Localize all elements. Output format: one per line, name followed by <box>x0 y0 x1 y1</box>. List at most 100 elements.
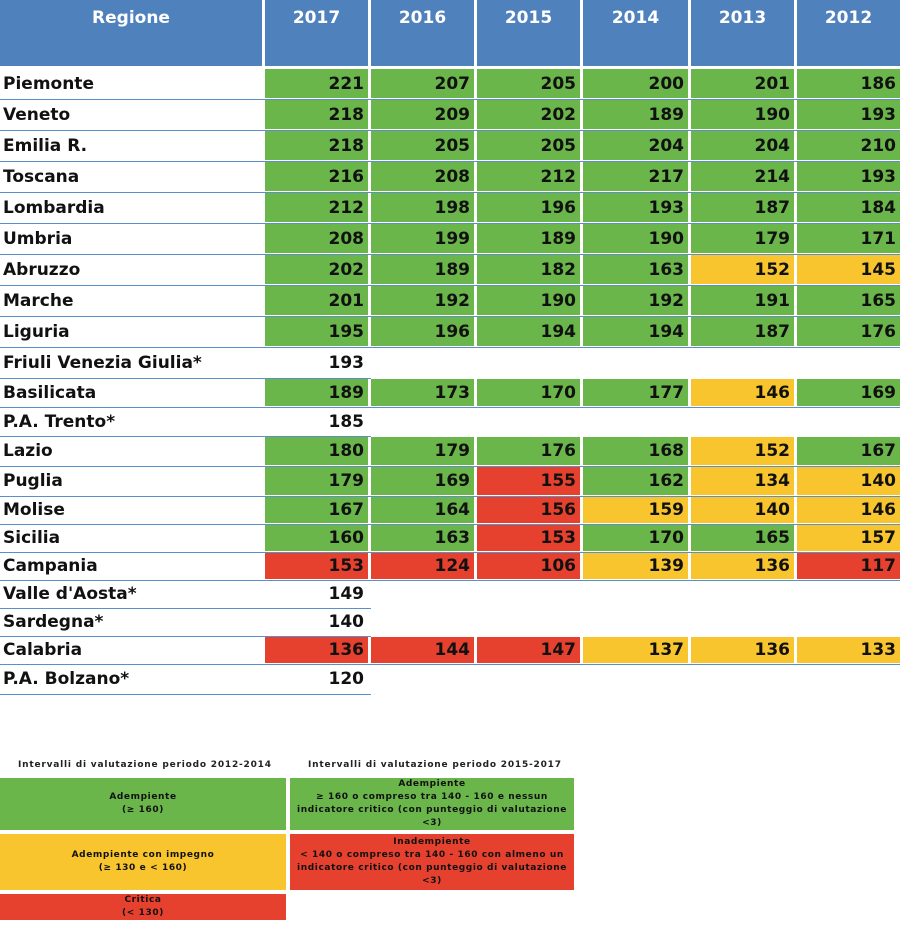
value-cell-2017: 212 <box>265 193 368 222</box>
region-name: P.A. Trento* <box>3 411 116 432</box>
row-divider <box>0 347 900 348</box>
value-cell-2017: 201 <box>265 286 368 315</box>
value-cell-2016: 189 <box>371 255 474 284</box>
value-cell-2015: 194 <box>477 317 580 346</box>
value-cell-2013: 214 <box>691 162 794 191</box>
value-cell-2015: 189 <box>477 224 580 253</box>
value-cell-2017: 160 <box>265 525 368 551</box>
region-name: Sicilia <box>3 528 61 548</box>
table-row: Sardegna* 140 <box>0 609 900 637</box>
row-divider <box>0 316 900 317</box>
table-row: Abruzzo 202 189 182 163 152 145 <box>0 255 900 286</box>
value-cell-2012: 145 <box>797 255 900 284</box>
value-cell-2012: 169 <box>797 379 900 406</box>
value-cell-2014: 139 <box>583 553 688 579</box>
value-cell-2017: 180 <box>265 437 368 465</box>
row-divider <box>0 636 371 637</box>
value-cell-2017: 189 <box>265 379 368 406</box>
table-row: Friuli Venezia Giulia* 193 <box>0 348 900 379</box>
value-cell-2017: 120 <box>328 669 365 689</box>
row-divider <box>0 378 371 379</box>
value-cell-2013: 146 <box>691 379 794 406</box>
legend-range: (< 130) <box>122 908 164 918</box>
value-cell-2016: 192 <box>371 286 474 315</box>
row-divider <box>0 496 900 497</box>
region-name: Lazio <box>3 441 53 461</box>
legend-label: Inadempiente <box>393 837 471 847</box>
value-cell-2012: 186 <box>797 69 900 98</box>
value-cell-2014: 190 <box>583 224 688 253</box>
value-cell-2016: 205 <box>371 131 474 160</box>
value-cell-2017: 179 <box>265 467 368 495</box>
row-divider <box>0 192 900 193</box>
header-row: Regione 2017 2016 2015 2014 2013 2012 <box>0 0 900 66</box>
region-name: Calabria <box>3 640 83 660</box>
header-year-2017: 2017 <box>265 0 368 66</box>
legend-range: (≥ 160) <box>122 805 164 815</box>
value-cell-2016: 169 <box>371 467 474 495</box>
legend-left-adempiente: Adempiente (≥ 160) <box>0 778 286 830</box>
value-cell-2015: 153 <box>477 525 580 551</box>
value-cell-2017: 140 <box>328 612 365 632</box>
table-row: Toscana 216 208 212 217 214 193 <box>0 162 900 193</box>
value-cell-2015: 202 <box>477 100 580 129</box>
value-cell-2016: 198 <box>371 193 474 222</box>
region-name: Liguria <box>3 321 70 342</box>
value-cell-2015: 212 <box>477 162 580 191</box>
value-cell-2015: 170 <box>477 379 580 406</box>
row-divider <box>0 161 900 162</box>
value-cell-2013: 190 <box>691 100 794 129</box>
legend-label: Adempiente <box>109 792 177 802</box>
value-cell-2013: 187 <box>691 317 794 346</box>
value-cell-2014: 217 <box>583 162 688 191</box>
value-cell-2014: 204 <box>583 131 688 160</box>
region-name: Piemonte <box>3 73 94 94</box>
value-cell-2017: 193 <box>328 352 365 373</box>
value-cell-2017: 195 <box>265 317 368 346</box>
value-cell-2016: 209 <box>371 100 474 129</box>
value-cell-2017: 216 <box>265 162 368 191</box>
legend-label: Critica <box>124 895 162 905</box>
value-cell-2013: 140 <box>691 497 794 523</box>
table-row: Piemonte 221 207 205 200 201 186 <box>0 69 900 100</box>
legend-right-adempiente: Adempiente ≥ 160 o compreso tra 140 - 16… <box>290 778 574 830</box>
region-name: Abruzzo <box>3 259 81 280</box>
value-cell-2016: 207 <box>371 69 474 98</box>
header-year-2013: 2013 <box>691 0 794 66</box>
value-cell-2013: 136 <box>691 637 794 663</box>
legend-desc: < 140 o compreso tra 140 - 160 con almen… <box>297 850 567 886</box>
region-name: P.A. Bolzano* <box>3 669 130 689</box>
value-cell-2013: 187 <box>691 193 794 222</box>
value-cell-2016: 163 <box>371 525 474 551</box>
row-divider <box>0 552 900 553</box>
row-divider <box>0 254 900 255</box>
row-divider <box>0 130 900 131</box>
legend-label: Adempiente con impegno <box>71 850 215 860</box>
table-row: Puglia 179 169 155 162 134 140 <box>0 467 900 497</box>
value-cell-2012: 133 <box>797 637 900 663</box>
value-cell-2014: 163 <box>583 255 688 284</box>
region-name: Toscana <box>3 166 80 187</box>
value-cell-2016: 196 <box>371 317 474 346</box>
header-year-2015: 2015 <box>477 0 580 66</box>
value-cell-2014: 162 <box>583 467 688 495</box>
table-row: Valle d'Aosta* 149 <box>0 581 900 609</box>
value-cell-2013: 134 <box>691 467 794 495</box>
row-divider <box>0 436 371 437</box>
region-name: Valle d'Aosta* <box>3 584 137 604</box>
legend-range: (≥ 130 e < 160) <box>98 863 188 873</box>
value-cell-2017: 153 <box>265 553 368 579</box>
region-name: Umbria <box>3 228 73 249</box>
value-cell-2012: 140 <box>797 467 900 495</box>
value-cell-2012: 176 <box>797 317 900 346</box>
table-row: Calabria 136 144 147 137 136 133 <box>0 637 900 665</box>
legend-label: Adempiente <box>398 779 466 789</box>
legend-left-title: Intervalli di valutazione periodo 2012-2… <box>18 760 272 770</box>
value-cell-2017: 167 <box>265 497 368 523</box>
value-cell-2014: 177 <box>583 379 688 406</box>
legend-left-critica: Critica (< 130) <box>0 894 286 920</box>
table-row: P.A. Bolzano* 120 <box>0 665 900 695</box>
row-divider <box>0 524 900 525</box>
value-cell-2013: 136 <box>691 553 794 579</box>
value-cell-2017: 149 <box>328 584 365 604</box>
